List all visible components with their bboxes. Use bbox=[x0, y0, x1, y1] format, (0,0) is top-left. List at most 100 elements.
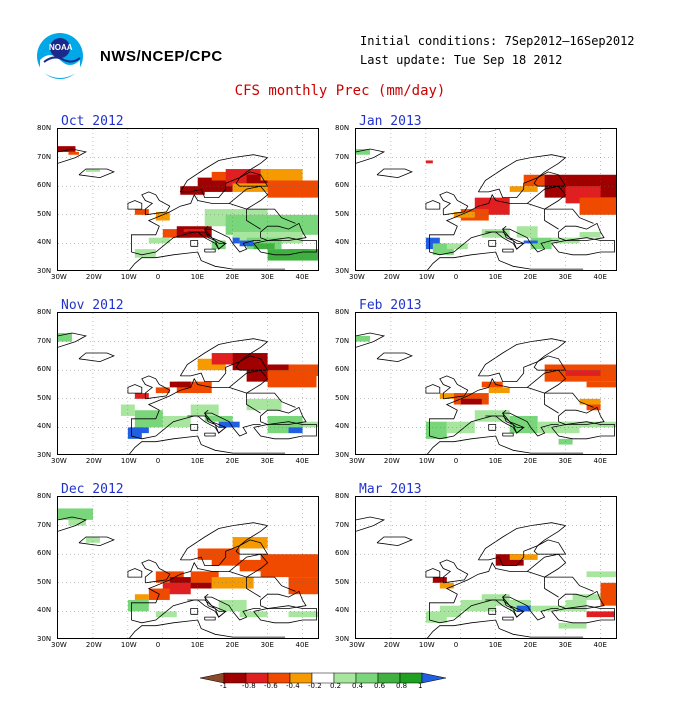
precip-anomaly-cell bbox=[204, 415, 233, 422]
coastline bbox=[527, 203, 594, 224]
lat-label: 80N bbox=[335, 124, 350, 132]
coastline bbox=[78, 536, 115, 547]
coastline bbox=[204, 248, 216, 253]
lon-label: 10W bbox=[120, 273, 137, 281]
initial-conditions: Initial conditions: 7Sep2012–16Sep2012 bbox=[360, 34, 635, 48]
lon-label: 40E bbox=[593, 273, 607, 281]
precip-anomaly-cell bbox=[134, 209, 149, 215]
lon-label: 10W bbox=[120, 641, 137, 649]
precip-anomaly-cell bbox=[162, 582, 191, 595]
precip-anomaly-cell bbox=[439, 393, 461, 399]
coastline bbox=[376, 536, 413, 547]
precip-anomaly-cell bbox=[267, 249, 318, 261]
lat-label: 50N bbox=[37, 577, 52, 586]
coastline bbox=[551, 237, 615, 256]
precip-anomaly-cell bbox=[288, 611, 318, 618]
precip-anomaly-cell bbox=[288, 577, 318, 595]
coastline bbox=[141, 375, 171, 400]
precip-anomaly-cell bbox=[586, 404, 601, 411]
coastline bbox=[179, 154, 269, 198]
coastline bbox=[558, 590, 605, 609]
coastline bbox=[533, 355, 567, 371]
lat-label: 80N bbox=[37, 308, 52, 316]
coastline bbox=[229, 571, 296, 592]
precip-anomaly-cell bbox=[356, 335, 370, 342]
organization-label: NWS/NCEP/CPC bbox=[100, 48, 223, 65]
precip-anomaly-cell bbox=[260, 169, 303, 181]
precip-anomaly-cell bbox=[190, 404, 219, 416]
map-canvas bbox=[356, 497, 616, 638]
coastline bbox=[129, 619, 286, 638]
lat-label: 50N bbox=[37, 209, 52, 218]
lon-label: 10E bbox=[488, 457, 503, 465]
lat-label: 50N bbox=[37, 393, 52, 402]
precip-anomaly-cell bbox=[565, 421, 616, 428]
coastline bbox=[58, 332, 88, 348]
precip-anomaly-cell bbox=[232, 183, 268, 192]
precip-anomaly-cell bbox=[58, 508, 93, 520]
precip-anomaly-cell bbox=[425, 160, 433, 164]
precip-anomaly-cell bbox=[120, 404, 135, 416]
coastline bbox=[58, 148, 88, 164]
lon-label: 20W bbox=[383, 457, 400, 465]
precip-anomaly-cell bbox=[579, 231, 601, 238]
panel-title: Oct 2012 bbox=[61, 114, 124, 129]
coastline bbox=[179, 522, 269, 566]
lat-label: 40N bbox=[335, 238, 350, 247]
precip-anomaly-cell bbox=[134, 594, 149, 600]
coastline bbox=[127, 568, 143, 578]
coastline bbox=[204, 432, 216, 437]
map-canvas bbox=[58, 129, 318, 270]
coastline bbox=[253, 237, 317, 256]
coastline bbox=[485, 409, 525, 434]
precip-anomaly-cell bbox=[58, 146, 76, 152]
lon-label: 0 bbox=[155, 457, 161, 465]
lat-label: 80N bbox=[37, 492, 52, 500]
coastline bbox=[488, 424, 497, 431]
precip-anomaly-cell bbox=[558, 622, 587, 629]
coastline bbox=[376, 352, 413, 363]
lon-label: 10E bbox=[190, 457, 205, 465]
precip-anomaly-cell bbox=[197, 358, 226, 371]
precip-anomaly-cell bbox=[169, 381, 191, 388]
precip-anomaly-cell bbox=[288, 364, 318, 376]
precip-anomaly-cell bbox=[432, 243, 454, 255]
coastline bbox=[260, 590, 307, 609]
precip-map bbox=[57, 312, 319, 455]
noaa-logo: NOAA bbox=[36, 30, 84, 82]
precip-map bbox=[355, 496, 617, 639]
lat-label: 60N bbox=[37, 549, 52, 558]
lon-label: 30W bbox=[349, 273, 365, 281]
lat-label: 30N bbox=[335, 451, 350, 459]
colorbar-label: -0.2 bbox=[308, 682, 322, 690]
precip-anomaly-cell bbox=[176, 381, 212, 394]
lat-label: 40N bbox=[37, 238, 52, 247]
precip-anomaly-cell bbox=[253, 243, 275, 250]
lat-label: 60N bbox=[335, 181, 350, 190]
lon-label: 20W bbox=[85, 457, 102, 465]
lat-label: 70N bbox=[335, 152, 350, 161]
coastline bbox=[488, 240, 497, 247]
lon-label: 0 bbox=[453, 641, 459, 649]
precip-anomaly-cell bbox=[232, 537, 268, 549]
coastline bbox=[429, 185, 559, 252]
precip-anomaly-cell bbox=[516, 605, 531, 612]
precip-anomaly-cell bbox=[127, 599, 149, 612]
precip-anomaly-cell bbox=[356, 149, 370, 155]
map-panel-jan-2013: Jan 2013 80N 70N 60N 50N 40N 30N 30W 20W 10W 0 10E… bbox=[335, 114, 617, 298]
precip-anomaly-cell bbox=[232, 237, 240, 244]
lon-label: 30W bbox=[349, 641, 365, 649]
lon-label: 30E bbox=[558, 641, 572, 649]
precip-anomaly-cell bbox=[85, 537, 100, 543]
coastline bbox=[558, 406, 605, 425]
lon-label: 20E bbox=[523, 457, 537, 465]
colorbar-label: 0.8 bbox=[396, 682, 408, 690]
coastline bbox=[527, 387, 594, 408]
map-canvas bbox=[356, 313, 616, 454]
coastline bbox=[127, 384, 143, 394]
coastline bbox=[488, 608, 497, 615]
panel-title: Nov 2012 bbox=[61, 298, 124, 313]
coastline bbox=[477, 338, 567, 382]
coastline bbox=[425, 200, 441, 210]
precip-anomaly-cell bbox=[516, 226, 538, 238]
